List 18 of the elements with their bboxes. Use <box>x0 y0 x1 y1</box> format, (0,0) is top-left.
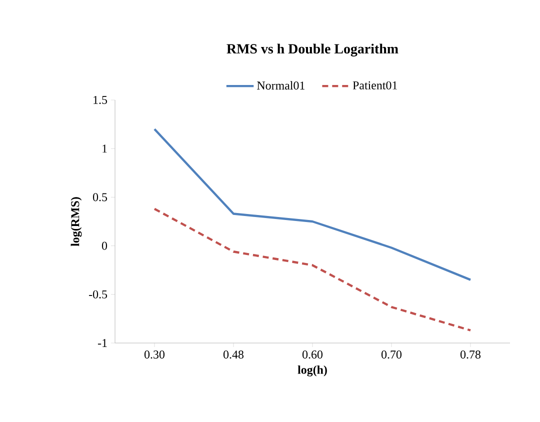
legend-label: Patient01 <box>352 81 397 90</box>
x-tick-label: 0.48 <box>223 350 244 359</box>
y-axis-title: log(RMS) <box>70 197 82 246</box>
x-tick-label: 0.30 <box>144 350 164 359</box>
line-series <box>153 128 472 281</box>
y-tick-label: -1 <box>98 339 107 347</box>
line-series <box>153 208 472 332</box>
legend-label: Normal01 <box>257 81 304 90</box>
y-tick-label: 1.5 <box>94 96 108 104</box>
chart-title: RMS vs h Double Logarithm <box>226 44 398 56</box>
x-tick-label: 0.60 <box>302 350 322 359</box>
y-tick-label: 0 <box>102 242 108 250</box>
y-tick-label: 1 <box>102 144 107 153</box>
x-tick-label: 0.78 <box>460 350 480 359</box>
x-axis-title: log(h) <box>298 365 327 376</box>
x-tick-label: 0.70 <box>381 350 402 359</box>
y-tick-label: -0.5 <box>89 290 108 298</box>
y-tick-label: 0.5 <box>93 193 108 202</box>
